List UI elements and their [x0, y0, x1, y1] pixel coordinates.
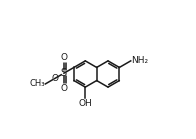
- Text: NH₂: NH₂: [132, 56, 149, 65]
- Text: O: O: [60, 53, 67, 62]
- Text: OH: OH: [78, 99, 92, 108]
- Text: O: O: [60, 84, 67, 93]
- Text: CH₃: CH₃: [29, 80, 45, 88]
- Text: S: S: [61, 68, 67, 78]
- Text: O: O: [51, 74, 58, 83]
